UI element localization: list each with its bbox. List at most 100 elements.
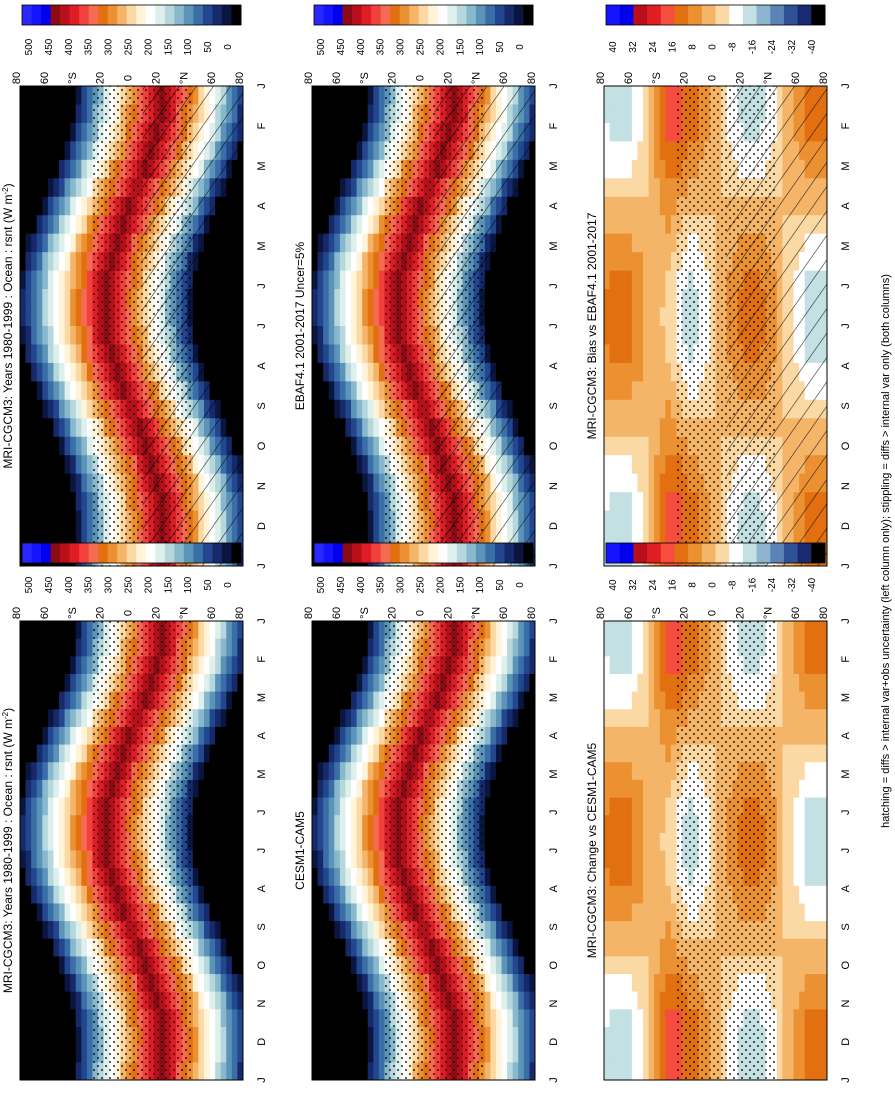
heatmap-cell — [334, 104, 341, 124]
heatmap-cell — [659, 510, 666, 530]
heatmap-cell — [351, 455, 358, 475]
heatmap-cell — [86, 326, 93, 345]
heatmap-cell — [362, 673, 369, 693]
heatmap-cell — [631, 381, 638, 401]
heatmap-cell — [490, 673, 497, 693]
heatmap-cell — [198, 797, 205, 816]
heatmap-cell — [215, 974, 222, 993]
heatmap-cell — [643, 86, 650, 105]
heatmap-cell — [64, 436, 71, 456]
heatmap-cell — [518, 797, 525, 816]
heatmap-cell — [626, 492, 633, 512]
heatmap-cell — [53, 196, 60, 216]
heatmap-cell — [192, 709, 199, 728]
heatmap-cell — [31, 673, 38, 693]
month-tick-label: O — [256, 441, 268, 450]
heatmap-cell — [339, 289, 346, 309]
heatmap-cell — [512, 638, 519, 657]
heatmap-cell — [237, 779, 244, 799]
heatmap-cell — [507, 762, 514, 781]
heatmap-cell — [53, 868, 60, 887]
heatmap-cell — [654, 104, 661, 124]
heatmap-cell — [70, 215, 77, 235]
heatmap-cell — [631, 307, 638, 327]
heatmap-cell — [643, 178, 650, 198]
heatmap-cell — [231, 974, 238, 993]
heatmap-cell — [53, 921, 60, 940]
heatmap-cell — [31, 726, 38, 746]
heatmap-cell — [20, 510, 27, 530]
heatmap-cell — [42, 779, 49, 799]
heatmap-cell — [609, 104, 616, 124]
heatmap-cell — [631, 159, 638, 179]
heatmap-cell — [654, 492, 661, 512]
heatmap-cell — [25, 779, 32, 799]
heatmap-cell — [47, 455, 54, 475]
heatmap-cell — [373, 178, 380, 198]
heatmap-cell — [86, 1044, 93, 1063]
heatmap-cell — [59, 638, 66, 657]
heatmap-cell — [334, 621, 341, 640]
heatmap-cell — [637, 473, 644, 493]
heatmap-cell — [59, 178, 66, 198]
heatmap-cell — [198, 991, 205, 1010]
heatmap-cell — [64, 159, 71, 179]
heatmap-cell — [665, 141, 672, 161]
heatmap-cell — [328, 762, 335, 781]
heatmap-cell — [59, 215, 66, 235]
heatmap-cell — [317, 709, 324, 728]
heatmap-cell — [25, 215, 32, 235]
heatmap-cell — [53, 252, 60, 272]
heatmap-cell — [70, 691, 77, 710]
month-tick-label: D — [256, 1038, 268, 1046]
heatmap-cell — [317, 744, 324, 763]
heatmap-cell — [334, 762, 341, 781]
plot-frame — [311, 85, 536, 567]
heatmap-cell — [637, 510, 644, 530]
heatmap-cell — [631, 344, 638, 364]
heatmap-cell — [356, 196, 363, 216]
heatmap-cell — [615, 104, 622, 124]
heatmap-cell — [362, 638, 369, 657]
lat-tick-label: °S — [67, 72, 79, 84]
heatmap-cell — [81, 744, 88, 763]
heatmap-cell — [378, 362, 385, 382]
heatmap-cell — [215, 726, 222, 746]
heatmap-cell — [220, 762, 227, 781]
heatmap-cell — [47, 903, 54, 922]
heatmap-cell — [328, 529, 335, 549]
month-tick-label: F — [256, 122, 268, 129]
heatmap-cell — [328, 621, 335, 640]
heatmap-cell — [31, 215, 38, 235]
heatmap-cell — [70, 178, 77, 198]
heatmap-cell — [373, 797, 380, 816]
heatmap-cell — [31, 797, 38, 816]
heatmap-cell — [367, 492, 374, 512]
heatmap-cell — [53, 709, 60, 728]
heatmap-cell — [367, 797, 374, 816]
heatmap-cell — [648, 344, 655, 364]
heatmap-cell — [20, 473, 27, 493]
heatmap-cell — [604, 104, 611, 124]
heatmap-cell — [351, 815, 358, 834]
heatmap-cell — [53, 1027, 60, 1046]
heatmap-cell — [75, 1044, 82, 1063]
heatmap-cell — [339, 726, 346, 746]
heatmap-cell — [20, 673, 27, 693]
heatmap-cell — [604, 326, 611, 345]
heatmap-cell — [507, 673, 514, 693]
heatmap-cell — [36, 673, 43, 693]
colorbar-swatch — [88, 543, 99, 563]
heatmap-cell — [507, 850, 514, 869]
colorbar-swatch — [231, 5, 242, 25]
hatching-overlay — [434, 86, 535, 566]
heatmap-cell — [351, 638, 358, 657]
heatmap-cell — [70, 956, 77, 975]
heatmap-cell — [323, 104, 330, 124]
heatmap-cell — [339, 399, 346, 419]
heatmap-cell — [367, 815, 374, 834]
heatmap-cell — [339, 455, 346, 475]
heatmap-cell — [59, 326, 66, 345]
heatmap-cell — [512, 726, 519, 746]
heatmap-cell — [312, 289, 319, 309]
